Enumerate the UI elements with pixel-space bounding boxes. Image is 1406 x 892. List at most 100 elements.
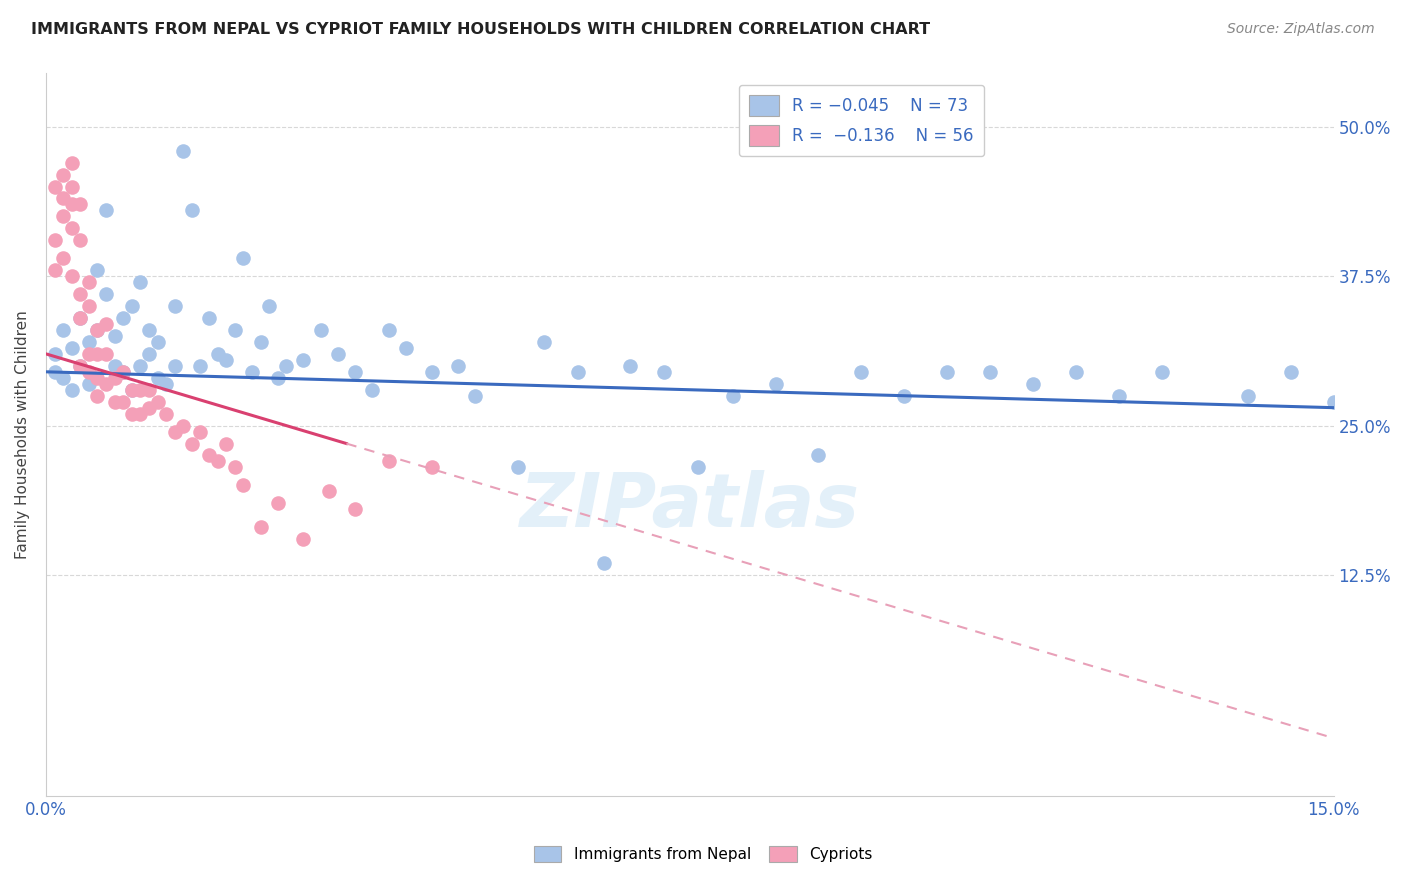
- Point: [52, 192, 75, 206]
- Point: [807, 449, 830, 463]
- Point: [232, 478, 254, 492]
- Point: [52, 252, 75, 266]
- Point: [104, 329, 127, 343]
- Point: [44, 233, 66, 247]
- Point: [104, 394, 127, 409]
- Point: [593, 556, 616, 570]
- Point: [77, 376, 100, 391]
- Point: [1236, 389, 1258, 403]
- Point: [104, 371, 127, 385]
- Point: [276, 359, 298, 373]
- Point: [936, 365, 959, 379]
- Point: [1064, 365, 1087, 379]
- Point: [309, 323, 332, 337]
- Point: [77, 347, 100, 361]
- Point: [533, 334, 555, 349]
- Point: [69, 311, 91, 326]
- Point: [60, 197, 83, 211]
- Point: [138, 383, 160, 397]
- Point: [249, 520, 271, 534]
- Point: [1150, 365, 1173, 379]
- Point: [121, 299, 143, 313]
- Point: [112, 394, 135, 409]
- Point: [215, 352, 238, 367]
- Point: [257, 299, 280, 313]
- Point: [52, 371, 75, 385]
- Text: ZIPatlas: ZIPatlas: [520, 470, 859, 543]
- Point: [240, 365, 263, 379]
- Point: [44, 263, 66, 277]
- Point: [69, 359, 91, 373]
- Point: [155, 376, 177, 391]
- Text: Source: ZipAtlas.com: Source: ZipAtlas.com: [1227, 22, 1375, 37]
- Point: [267, 496, 290, 510]
- Point: [60, 221, 83, 235]
- Text: IMMIGRANTS FROM NEPAL VS CYPRIOT FAMILY HOUSEHOLDS WITH CHILDREN CORRELATION CHA: IMMIGRANTS FROM NEPAL VS CYPRIOT FAMILY …: [31, 22, 929, 37]
- Point: [1108, 389, 1130, 403]
- Point: [326, 347, 349, 361]
- Point: [129, 407, 152, 421]
- Point: [378, 454, 401, 468]
- Point: [77, 334, 100, 349]
- Point: [851, 365, 873, 379]
- Point: [44, 179, 66, 194]
- Point: [1022, 376, 1045, 391]
- Point: [77, 275, 100, 289]
- Point: [180, 436, 202, 450]
- Point: [146, 394, 169, 409]
- Point: [69, 311, 91, 326]
- Point: [86, 323, 108, 337]
- Point: [60, 341, 83, 355]
- Point: [343, 502, 366, 516]
- Point: [765, 376, 787, 391]
- Point: [77, 365, 100, 379]
- Point: [292, 532, 315, 546]
- Point: [94, 317, 117, 331]
- Point: [979, 365, 1001, 379]
- Point: [198, 449, 221, 463]
- Point: [112, 311, 135, 326]
- Legend: R = −0.045    N = 73, R =  −0.136    N = 56: R = −0.045 N = 73, R = −0.136 N = 56: [740, 85, 984, 156]
- Point: [249, 334, 271, 349]
- Point: [420, 365, 443, 379]
- Point: [232, 252, 254, 266]
- Point: [395, 341, 418, 355]
- Point: [207, 454, 229, 468]
- Point: [138, 401, 160, 415]
- Point: [69, 359, 91, 373]
- Point: [60, 383, 83, 397]
- Point: [104, 359, 127, 373]
- Point: [146, 334, 169, 349]
- Point: [121, 383, 143, 397]
- Point: [267, 371, 290, 385]
- Point: [155, 407, 177, 421]
- Point: [44, 347, 66, 361]
- Point: [378, 323, 401, 337]
- Point: [224, 323, 246, 337]
- Point: [86, 347, 108, 361]
- Point: [567, 365, 589, 379]
- Point: [60, 179, 83, 194]
- Point: [77, 299, 100, 313]
- Point: [215, 436, 238, 450]
- Point: [69, 233, 91, 247]
- Point: [69, 287, 91, 301]
- Point: [224, 460, 246, 475]
- Point: [619, 359, 641, 373]
- Point: [361, 383, 384, 397]
- Point: [94, 376, 117, 391]
- Point: [464, 389, 486, 403]
- Point: [138, 323, 160, 337]
- Point: [163, 425, 186, 439]
- Point: [180, 203, 202, 218]
- Point: [163, 299, 186, 313]
- Point: [86, 389, 108, 403]
- Point: [163, 359, 186, 373]
- Point: [318, 484, 340, 499]
- Point: [343, 365, 366, 379]
- Y-axis label: Family Households with Children: Family Households with Children: [15, 310, 30, 559]
- Point: [190, 359, 212, 373]
- Point: [52, 210, 75, 224]
- Point: [86, 263, 108, 277]
- Point: [893, 389, 915, 403]
